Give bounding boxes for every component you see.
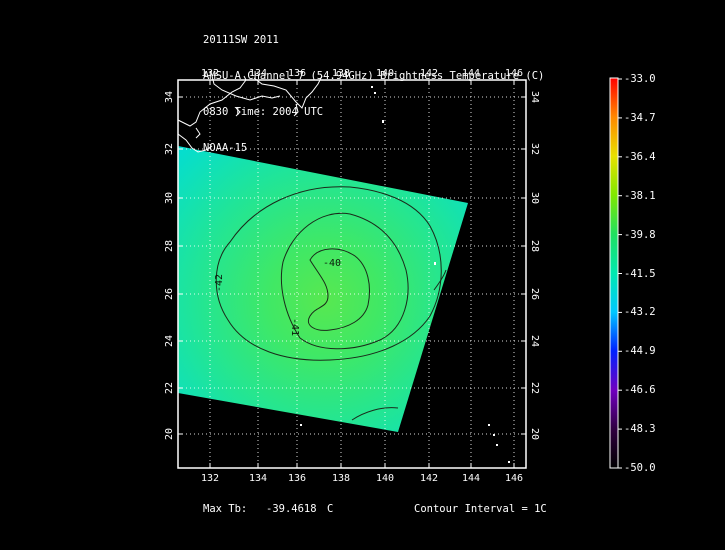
lat-label-left-30: 30 [164,192,175,204]
axis-ticks [178,80,526,468]
max-tb-value: -39.4618 [266,503,317,515]
lon-label-bottom-140: 140 [376,473,394,484]
contour-label-41: -41 [289,318,300,336]
header-storm-id: 20111SW 2011 [203,34,279,46]
lat-label-right-30: 30 [529,192,540,204]
colorbar-label-9: -48.3 [624,423,656,436]
contour-42 [215,186,442,361]
contour-41 [280,212,409,350]
longitude-labels-bottom: 132 134 136 138 140 142 144 146 [201,473,523,484]
lat-label-left-20: 20 [164,428,175,440]
lon-label-top-144: 144 [462,68,480,79]
lon-label-bottom-138: 138 [332,473,350,484]
lon-label-bottom-134: 134 [249,473,267,484]
lon-label-top-138: 138 [332,68,350,79]
colorbar-ticks [618,78,622,469]
latitude-labels-right: 20 22 24 26 28 30 32 34 [529,91,540,440]
colorbar-label-2: -36.4 [624,150,656,163]
max-tb-unit: C [327,503,334,515]
colorbar-label-3: -38.1 [624,189,656,202]
colorbar-label-0: -33.0 [624,73,656,85]
colorbar-label-8: -46.6 [624,384,656,397]
lat-label-left-24: 24 [164,335,175,347]
lat-label-left-34: 34 [164,91,175,103]
lat-label-right-26: 26 [529,288,540,300]
lat-label-right-20: 20 [529,428,540,440]
contour-interval: Contour Interval = 1C [414,503,547,515]
lon-label-top-132: 132 [201,68,219,79]
contour-lines [215,186,447,421]
lat-label-right-24: 24 [529,335,540,347]
colorbar-label-6: -43.2 [624,306,656,319]
coastline [177,75,323,153]
lat-label-left-22: 22 [164,382,175,394]
data-swath [178,146,468,432]
contour-40 [308,248,370,331]
colorbar-label-5: -41.5 [624,267,656,280]
max-tb-label: Max Tb: [203,503,248,515]
lon-label-bottom-132: 132 [201,473,219,484]
lat-label-right-34: 34 [529,91,540,103]
colorbar [609,77,619,469]
contour-label-42: -42 [214,274,225,292]
header-satellite: NOAA-15 [203,142,248,154]
lat-label-left-28: 28 [164,240,175,252]
lon-label-bottom-136: 136 [288,473,306,484]
lon-label-top-134: 134 [249,68,267,79]
lon-label-top-140: 140 [376,68,394,79]
longitude-labels-top: 132 134 136 138 140 142 144 146 [201,68,523,79]
lon-label-top-142: 142 [420,68,438,79]
lon-label-top-146: 146 [505,68,523,79]
colorbar-label-4: -39.8 [624,228,656,241]
lat-label-left-26: 26 [164,288,175,300]
lon-label-bottom-142: 142 [420,473,438,484]
lat-label-right-28: 28 [529,240,540,252]
lat-label-right-22: 22 [529,382,540,394]
colorbar-label-7: -44.9 [624,345,656,358]
islands [300,86,510,463]
header: 20111SW 2011 AMSU-A Channel 7 (54.94GHz)… [203,10,544,166]
lon-label-top-136: 136 [288,68,306,79]
lat-label-left-32: 32 [164,143,175,155]
lon-label-bottom-146: 146 [505,473,523,484]
colorbar-label-1: -34.7 [624,111,656,124]
map-frame [177,79,527,469]
lat-lon-grid [178,80,526,468]
latitude-labels-left: 20 22 24 26 28 30 32 34 [164,91,175,440]
colorbar-label-10: -50.0 [624,462,656,474]
contour-label-40: -40 [323,258,341,269]
lon-label-bottom-144: 144 [462,473,480,484]
contour-44-east [433,269,447,291]
lat-label-right-32: 32 [529,143,540,155]
contour-44-south [351,407,399,421]
